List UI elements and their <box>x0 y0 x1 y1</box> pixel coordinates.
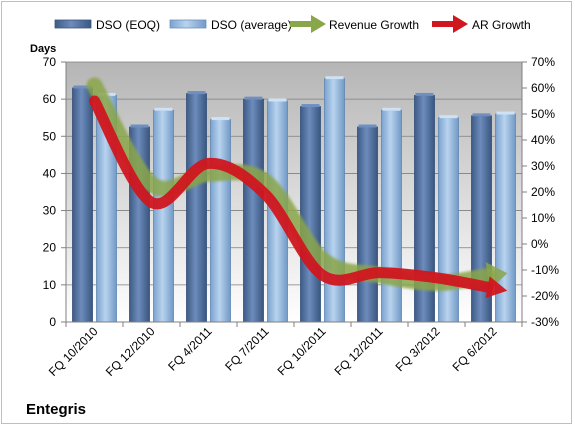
x-tick-label: FQ 7/2011 <box>222 324 272 374</box>
x-tick-label: FQ 3/2012 <box>393 324 443 374</box>
bar-dso-eoq <box>357 126 378 323</box>
x-tick-label: FQ 4/2011 <box>165 324 215 374</box>
bar-dso-average <box>381 109 402 323</box>
line-revenue-growth <box>86 77 496 292</box>
right-tick-label: 40% <box>531 133 555 147</box>
right-tick-label: -20% <box>531 289 559 303</box>
left-tick-label: 20 <box>43 241 57 255</box>
bar-dso-eoq <box>186 93 207 323</box>
company-name: Entegris <box>26 401 86 418</box>
right-axis: -30% -20% -10% 0% 10% 20% 30% 40% 50% 60% 70% <box>521 55 559 329</box>
bar-dso-average <box>210 119 231 323</box>
x-axis: FQ 10/2010 FQ 12/2010 FQ 4/2011 FQ 7/2011 FQ… <box>46 321 523 379</box>
left-tick-label: 60 <box>43 92 57 106</box>
legend-swatch-dso-eoq <box>54 19 92 29</box>
right-tick-label: -10% <box>531 263 559 277</box>
left-tick-label: 40 <box>43 166 57 180</box>
bar-cap-dso-eoq <box>244 96 263 100</box>
x-tick-label: FQ 6/2012 <box>450 324 500 374</box>
bar-cap-dso-average <box>211 117 230 121</box>
bar-cap-dso-eoq <box>130 124 149 128</box>
left-tick-label: 0 <box>49 315 56 329</box>
legend-arrow-revenue-growth <box>290 15 326 33</box>
legend: DSO (EOQ) DSO (average) Revenue Growth A… <box>54 15 531 33</box>
bar-cap-dso-eoq <box>187 91 206 95</box>
legend-label-dso-average: DSO (average) <box>211 18 292 32</box>
right-tick-label: 60% <box>531 81 555 95</box>
bar-cap-dso-average <box>496 111 515 115</box>
bar-dso-eoq <box>243 98 264 323</box>
legend-label-revenue-growth: Revenue Growth <box>329 18 419 32</box>
x-tick-label: FQ 10/2011 <box>275 324 329 378</box>
arrowhead-ar-growth <box>485 276 508 298</box>
bar-cap-dso-eoq <box>415 92 434 96</box>
legend-label-ar-growth: AR Growth <box>472 18 531 32</box>
left-tick-label: 50 <box>43 129 57 143</box>
bar-cap-dso-average <box>154 107 173 111</box>
x-tick-label: FQ 12/2011 <box>332 324 386 378</box>
growth-lines <box>86 77 508 298</box>
right-tick-label: 30% <box>531 159 555 173</box>
right-tick-label: 70% <box>531 55 555 69</box>
legend-label-dso-eoq: DSO (EOQ) <box>96 18 160 32</box>
bar-cap-dso-eoq <box>73 85 92 89</box>
line-ar-growth <box>89 95 494 293</box>
right-tick-label: 0% <box>531 237 549 251</box>
right-tick-label: 10% <box>531 211 555 225</box>
left-tick-label: 70 <box>43 55 57 69</box>
bar-cap-dso-eoq <box>472 113 491 117</box>
bar-cap-dso-average <box>382 107 401 111</box>
left-tick-label: 30 <box>43 204 57 218</box>
left-axis-title: Days <box>30 43 56 55</box>
bar-dso-eoq <box>300 106 321 323</box>
left-axis: 0 10 20 30 40 50 60 70 <box>43 55 67 329</box>
bar-cap-dso-average <box>268 98 287 102</box>
bar-cap-dso-average <box>325 76 344 80</box>
right-tick-label: 50% <box>531 107 555 121</box>
x-tick-label: FQ 10/2010 <box>46 324 101 379</box>
bar-cap-dso-eoq <box>358 124 377 128</box>
bar-dso-average <box>438 117 459 323</box>
bar-dso-eoq <box>72 87 93 323</box>
legend-swatch-dso-average <box>169 19 207 29</box>
bar-dso-average <box>153 109 174 323</box>
bar-cap-dso-average <box>439 115 458 119</box>
right-tick-label: 20% <box>531 185 555 199</box>
bar-cap-dso-eoq <box>301 104 320 108</box>
left-tick-label: 10 <box>43 278 57 292</box>
x-tick-label: FQ 12/2010 <box>103 324 158 379</box>
right-tick-label: -30% <box>531 315 559 329</box>
legend-arrow-ar-growth <box>432 15 468 33</box>
